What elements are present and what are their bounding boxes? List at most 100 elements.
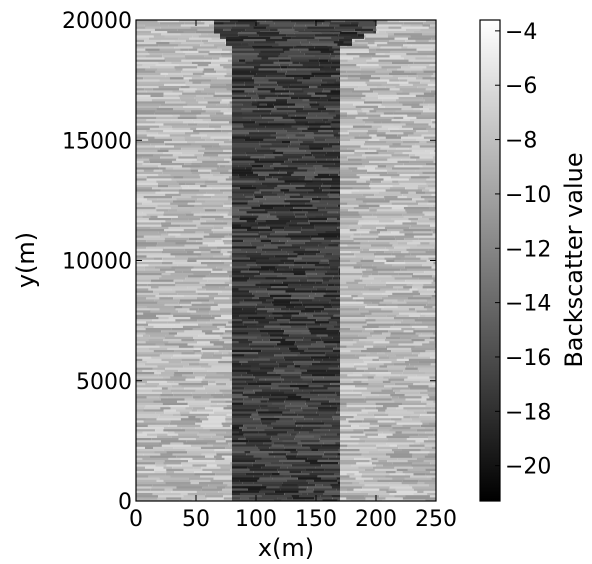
heatmap-cell <box>323 147 340 150</box>
heatmap-cell <box>136 231 159 234</box>
heatmap-cell <box>271 444 284 447</box>
heatmap-cell <box>194 347 202 351</box>
heatmap-cell <box>340 178 370 181</box>
heatmap-cell <box>340 222 358 225</box>
heatmap-cell <box>371 301 380 305</box>
heatmap-cell <box>302 338 312 342</box>
heatmap-cell <box>212 330 225 333</box>
heatmap-cell <box>232 429 243 432</box>
heatmap-cell <box>279 323 307 326</box>
heatmap-cell <box>194 121 207 124</box>
heatmap-cell <box>287 257 302 260</box>
heatmap-cell <box>153 290 176 294</box>
heatmap-cell <box>394 235 414 239</box>
heatmap-cell <box>409 246 434 250</box>
heatmap-cell <box>247 360 277 364</box>
heatmap-cell <box>288 145 309 148</box>
heatmap-cell <box>395 110 424 113</box>
heatmap-cell <box>416 429 434 432</box>
heatmap-cell <box>136 88 145 91</box>
heatmap-cell <box>427 288 436 291</box>
heatmap-cell <box>340 143 364 146</box>
heatmap-cell <box>404 299 427 302</box>
heatmap-cell <box>190 317 215 320</box>
heatmap-cell <box>371 125 382 129</box>
heatmap-cell <box>171 61 192 65</box>
heatmap-cell <box>253 470 279 474</box>
heatmap-cell <box>311 178 322 181</box>
heatmap-cell <box>136 394 161 397</box>
heatmap-cell <box>357 42 368 45</box>
heatmap-cell <box>257 479 287 483</box>
heatmap-cell <box>232 316 248 320</box>
heatmap-cell <box>260 114 289 117</box>
heatmap-cell <box>270 147 299 150</box>
heatmap-cell <box>275 99 288 102</box>
heatmap-cell <box>136 138 149 142</box>
heatmap-cell <box>217 180 225 184</box>
heatmap-cell <box>301 470 313 474</box>
heatmap-cell <box>243 398 253 401</box>
heatmap-cell <box>322 118 329 122</box>
heatmap-cell <box>161 224 181 228</box>
heatmap-cell <box>335 110 340 113</box>
heatmap-cell <box>328 259 340 263</box>
heatmap-cell <box>275 231 301 234</box>
heatmap-cell <box>181 339 194 342</box>
heatmap-cell <box>232 473 246 476</box>
heatmap-cell <box>183 121 195 124</box>
heatmap-cell <box>264 492 285 496</box>
heatmap-cell <box>400 55 427 58</box>
heatmap-cell <box>189 411 214 415</box>
heatmap-cell <box>224 398 232 401</box>
heatmap-cell <box>243 391 255 395</box>
heatmap-cell <box>289 266 303 269</box>
heatmap-cell <box>136 383 146 386</box>
heatmap-cell <box>361 97 379 100</box>
heatmap-cell <box>146 176 174 179</box>
heatmap-cell <box>252 110 272 113</box>
heatmap-cell <box>136 39 145 43</box>
heatmap-cell <box>366 284 386 287</box>
heatmap-cell <box>340 176 360 179</box>
heatmap-cell <box>136 321 146 324</box>
heatmap-cell <box>269 268 278 271</box>
heatmap-cell <box>340 345 347 349</box>
heatmap-cell <box>318 39 339 42</box>
heatmap-cell <box>290 83 321 87</box>
heatmap-cell <box>348 420 363 423</box>
heatmap-cell <box>181 147 205 151</box>
heatmap-cell <box>313 136 336 139</box>
heatmap-cell <box>371 457 378 461</box>
heatmap-cell <box>340 72 361 76</box>
heatmap-cell <box>400 389 428 393</box>
heatmap-cell <box>217 325 225 329</box>
heatmap-cell <box>376 149 388 153</box>
heatmap-cell <box>404 255 417 258</box>
heatmap-cell <box>215 380 232 384</box>
heatmap-cell <box>281 248 306 252</box>
heatmap-cell <box>136 20 158 23</box>
heatmap-cell <box>164 237 189 241</box>
heatmap-region <box>214 20 376 34</box>
heatmap-cell <box>278 59 290 62</box>
heatmap-cell <box>196 297 215 300</box>
heatmap-cell <box>209 114 232 118</box>
heatmap-cell <box>375 237 396 241</box>
heatmap-cell <box>201 145 213 148</box>
heatmap-cell <box>261 466 281 469</box>
heatmap-cell <box>251 165 264 168</box>
heatmap-cell <box>412 352 420 355</box>
heatmap-cell <box>277 319 290 322</box>
heatmap-cell <box>324 20 332 23</box>
heatmap-cell <box>232 250 247 254</box>
heatmap-cell <box>163 152 182 155</box>
heatmap-cell <box>271 473 280 476</box>
heatmap-cell <box>424 409 436 412</box>
heatmap-cell <box>142 202 171 206</box>
heatmap-cell <box>136 275 162 278</box>
heatmap-cell <box>338 332 340 335</box>
heatmap-cell <box>246 426 257 430</box>
heatmap-cell <box>331 20 345 23</box>
heatmap-cell <box>229 101 232 104</box>
